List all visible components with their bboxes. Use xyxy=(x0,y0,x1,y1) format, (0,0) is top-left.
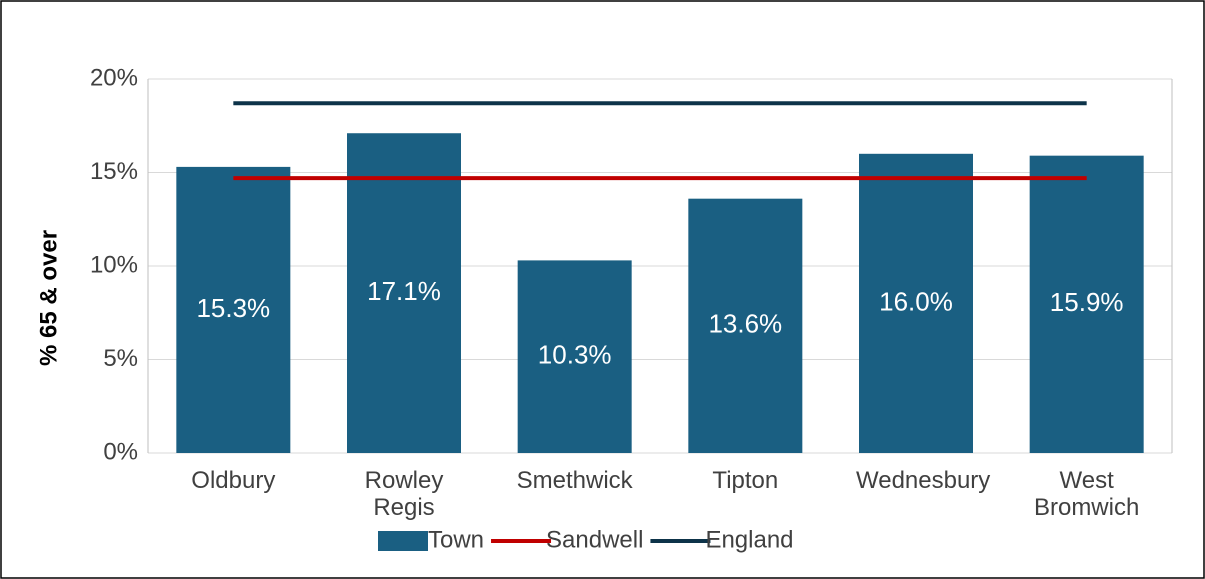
data-label: 10.3% xyxy=(538,340,612,370)
data-label: 13.6% xyxy=(708,309,782,339)
y-axis-title: % 65 & over xyxy=(35,230,62,366)
bar xyxy=(176,166,291,453)
y-tick-label: 10% xyxy=(90,251,138,278)
x-tick-label: Tipton xyxy=(712,467,779,494)
legend-label: England xyxy=(705,526,793,553)
y-tick-label: 15% xyxy=(90,158,138,185)
bar xyxy=(688,198,803,453)
data-label: 15.9% xyxy=(1050,287,1124,317)
legend-swatch xyxy=(378,531,428,551)
bar xyxy=(859,153,973,454)
data-label: 17.1% xyxy=(367,276,441,306)
data-label: 15.3% xyxy=(196,293,270,323)
bar xyxy=(347,133,461,454)
legend-label: Town xyxy=(428,526,484,553)
y-tick-label: 0% xyxy=(103,438,138,465)
legend-label: Sandwell xyxy=(546,526,643,553)
x-tick-label: Smethwick xyxy=(516,467,633,494)
x-tick-label: Oldbury xyxy=(191,467,276,494)
bar xyxy=(517,260,632,453)
x-tick-label: West Bromwich xyxy=(1033,467,1140,521)
data-label: 16.0% xyxy=(879,286,953,316)
x-tick-label: Wednesbury xyxy=(856,467,991,494)
y-tick-label: 20% xyxy=(90,64,138,91)
x-tick-label: Rowley Regis xyxy=(364,467,444,521)
bar xyxy=(1029,155,1144,454)
y-tick-label: 5% xyxy=(103,345,138,372)
